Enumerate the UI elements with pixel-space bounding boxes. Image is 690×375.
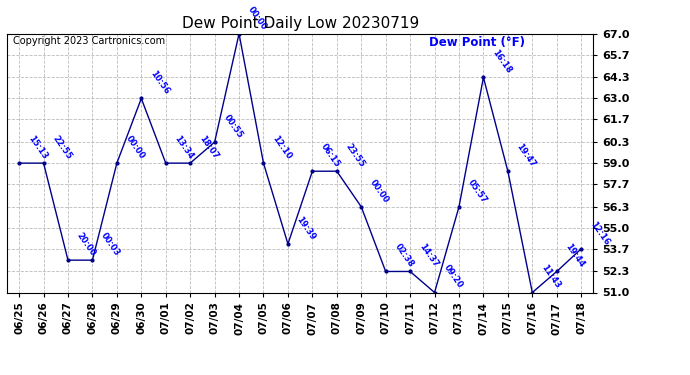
Text: 18:07: 18:07: [197, 134, 219, 161]
Text: 19:44: 19:44: [564, 242, 586, 269]
Text: 00:03: 00:03: [99, 231, 122, 258]
Text: 15:13: 15:13: [26, 134, 49, 161]
Title: Dew Point Daily Low 20230719: Dew Point Daily Low 20230719: [181, 16, 419, 31]
Text: 00:55: 00:55: [221, 113, 244, 140]
Text: 13:34: 13:34: [172, 134, 195, 161]
Text: 14:37: 14:37: [417, 242, 440, 269]
Text: 02:38: 02:38: [393, 243, 415, 269]
Text: 05:57: 05:57: [466, 178, 489, 205]
Text: 09:20: 09:20: [442, 264, 464, 290]
Text: 12:10: 12:10: [270, 134, 293, 161]
Text: 06:15: 06:15: [319, 142, 342, 169]
Text: 10:56: 10:56: [148, 69, 171, 96]
Text: 19:39: 19:39: [295, 215, 317, 242]
Text: 11:43: 11:43: [540, 263, 562, 290]
Text: 00:00: 00:00: [246, 5, 268, 32]
Text: 00:00: 00:00: [124, 134, 146, 161]
Text: 00:00: 00:00: [368, 178, 391, 205]
Text: 20:00: 20:00: [75, 231, 97, 258]
Text: Dew Point (°F): Dew Point (°F): [429, 36, 525, 50]
Text: 19:47: 19:47: [515, 142, 538, 169]
Text: 23:55: 23:55: [344, 142, 366, 169]
Text: 22:55: 22:55: [50, 134, 73, 161]
Text: Copyright 2023 Cartronics.com: Copyright 2023 Cartronics.com: [13, 36, 165, 46]
Text: 12:16: 12:16: [588, 219, 611, 247]
Text: 16:18: 16:18: [491, 48, 513, 75]
